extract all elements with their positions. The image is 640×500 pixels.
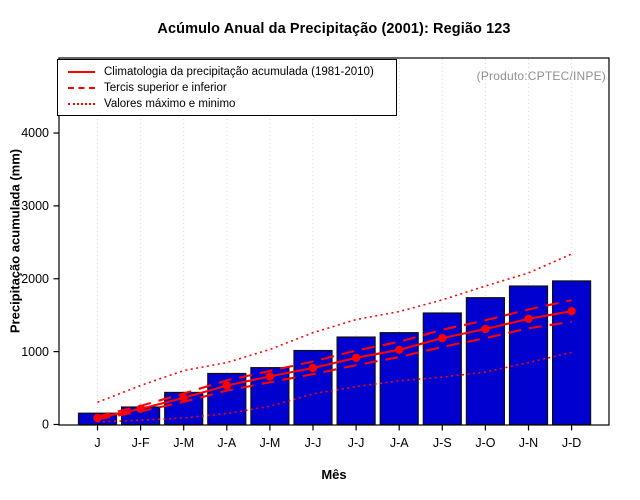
climatology-point <box>222 381 231 390</box>
legend-box: Climatologia da precipitação acumulada (… <box>57 59 397 116</box>
dashed-line-series <box>97 299 572 418</box>
bar-j-o <box>465 297 505 426</box>
x-tick-label: J-O <box>475 436 495 450</box>
y-tick-label: 1000 <box>21 345 49 359</box>
y-tick-label: 4000 <box>21 126 49 140</box>
product-source-note: (Produto:CPTEC/INPE) <box>476 69 606 83</box>
climatology-point <box>179 393 188 403</box>
x-tick-label: J-A <box>390 436 409 450</box>
climatology-point <box>438 333 447 343</box>
climatology-point <box>567 306 576 316</box>
legend-item-tercis: Tercis superior e inferior <box>68 80 396 96</box>
solid-line-series <box>97 310 572 419</box>
climatology-point <box>395 345 404 355</box>
x-tick-label: J-D <box>562 436 581 450</box>
legend-item-max-min: Valores máximo e minimo <box>68 96 396 112</box>
legend-item-label: Climatologia da precipitação acumulada (… <box>104 65 374 78</box>
y-tick-label: 0 <box>42 418 49 432</box>
x-tick-label: J-A <box>217 436 236 450</box>
climatology-point <box>351 353 361 363</box>
x-tick-label: J-N <box>519 436 538 450</box>
climatology-point <box>308 363 318 373</box>
dashed-line-sample-icon <box>68 86 95 89</box>
x-tick-label: J-J <box>348 436 365 450</box>
climatology-point <box>265 372 275 381</box>
chart-title: Acúmulo Anual da Precipitação (2001): Re… <box>157 21 511 37</box>
y-axis-label: Precipitação acumulada (mm) <box>7 148 23 334</box>
x-tick-label: J-M <box>173 436 194 450</box>
bar-j-s <box>422 312 462 426</box>
bar-j-n <box>508 285 549 426</box>
y-tick-label: 3000 <box>21 199 49 213</box>
legend-item-climatology: Climatologia da precipitação acumulada (… <box>68 64 396 80</box>
x-tick-label: J-F <box>132 436 150 450</box>
x-axis-label: Mês <box>321 467 347 482</box>
climatology-point <box>524 314 533 324</box>
legend-item-label: Valores máximo e minimo <box>104 97 236 110</box>
x-tick-label: J-M <box>259 436 280 450</box>
bar-j-m <box>250 367 290 426</box>
climatology-point <box>481 324 490 334</box>
dotted-line-series <box>97 253 572 404</box>
x-tick-label: J-S <box>433 436 452 450</box>
plot-border <box>58 57 610 426</box>
bar-j-j <box>293 349 333 426</box>
bar-j-j <box>336 336 376 426</box>
x-tick-label: J-J <box>305 436 322 450</box>
x-tick-label: J <box>94 436 100 450</box>
y-tick-label: 2000 <box>21 272 49 286</box>
solid-line-sample-icon <box>68 70 95 73</box>
legend-item-label: Tercis superior e inferior <box>104 81 227 94</box>
dotted-line-sample-icon <box>68 102 95 105</box>
dashed-line-series <box>97 320 572 421</box>
